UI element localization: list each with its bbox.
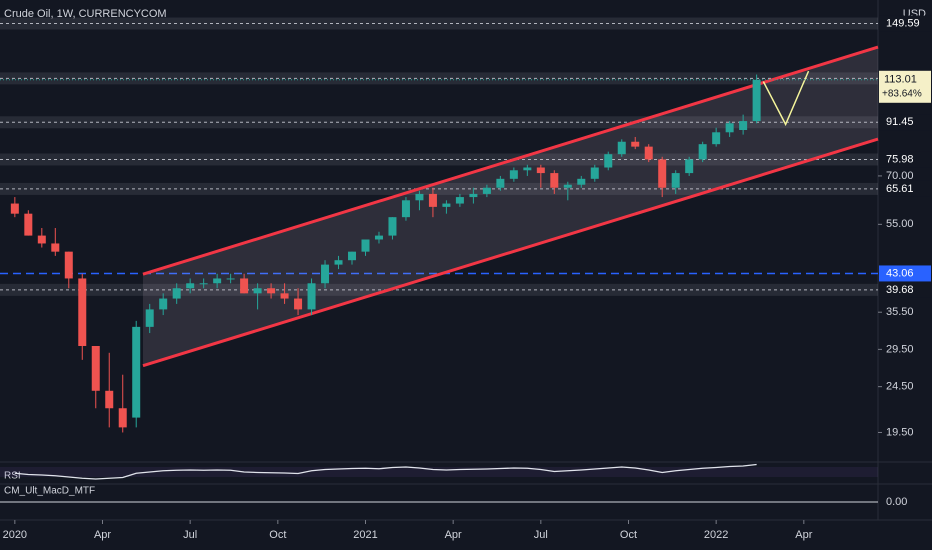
candle-body <box>388 217 397 236</box>
candle-body <box>145 309 154 327</box>
x-tick-label: Oct <box>620 529 637 541</box>
y-tick-label: 24.50 <box>886 381 914 393</box>
candle-body <box>496 178 505 188</box>
candle-body <box>267 288 276 294</box>
candle-body <box>361 239 370 252</box>
level-label: 43.06 <box>886 267 914 279</box>
candle-body <box>428 193 437 207</box>
y-tick-label: 29.50 <box>886 343 914 355</box>
level-label: 65.61 <box>886 183 914 195</box>
candle-body <box>10 203 19 214</box>
candle-body <box>658 159 667 188</box>
candle-body <box>374 235 383 240</box>
x-tick-label: 2021 <box>353 529 377 541</box>
candle-body <box>563 184 572 188</box>
macd-label: CM_Ult_MacD_MTF <box>4 486 95 497</box>
candle-body <box>550 173 559 188</box>
candle-body <box>442 203 451 207</box>
candle-body <box>536 167 545 174</box>
level-label-box <box>879 265 931 282</box>
last-price-box <box>879 70 931 103</box>
candle-body <box>509 170 518 179</box>
candle-body <box>685 159 694 174</box>
candle-body <box>523 167 532 171</box>
projection <box>762 70 810 127</box>
candle-body <box>577 178 586 185</box>
candle-body <box>631 141 640 147</box>
x-tick-label: Apr <box>94 529 111 541</box>
candle-body <box>51 243 60 252</box>
last-price-label: 113.01 <box>884 74 917 86</box>
candle-body <box>172 288 181 299</box>
candle-body <box>24 213 33 236</box>
candle-body <box>226 278 235 280</box>
candle-body <box>334 260 343 265</box>
candle-body <box>253 288 262 294</box>
macd-tick-label: 0.00 <box>886 496 907 508</box>
candle-body <box>590 167 599 179</box>
x-tick-label: 2022 <box>704 529 728 541</box>
candle-body <box>725 123 734 133</box>
candle-body <box>307 283 316 310</box>
candle-body <box>644 146 653 160</box>
candle-body <box>739 121 748 130</box>
candle-body <box>482 187 491 194</box>
candle-body <box>455 197 464 204</box>
candle-body <box>415 193 424 201</box>
candle-body <box>617 141 626 155</box>
candle-body <box>105 390 114 409</box>
rsi-line <box>14 463 757 480</box>
candle-body <box>199 283 208 285</box>
x-tick-label: Jul <box>183 529 197 541</box>
level-label-box <box>879 180 931 197</box>
candle-body <box>671 173 680 188</box>
candle-body <box>752 79 761 122</box>
candle-body <box>469 193 478 198</box>
y-tick-label: 55.00 <box>886 218 914 230</box>
level-label-box <box>879 151 931 168</box>
candle-body <box>37 235 46 244</box>
candle-body <box>118 408 127 428</box>
level-label: 39.68 <box>886 284 914 296</box>
candle-body <box>78 278 87 346</box>
candle-body <box>240 278 249 294</box>
x-tick-label: Oct <box>269 529 286 541</box>
candle-body <box>698 144 707 160</box>
candle-body <box>213 278 222 284</box>
candle-body <box>604 154 613 168</box>
x-tick-label: Apr <box>445 529 462 541</box>
rsi-band <box>0 467 878 477</box>
last-price-change: +83.64% <box>882 88 922 99</box>
candle-body <box>64 251 73 279</box>
chart-title: Crude Oil, 1W, CURRENCYCOM <box>4 8 167 20</box>
level-label: 149.59 <box>886 17 920 29</box>
rsi-label: RSI <box>4 471 21 482</box>
y-tick-label: 70.00 <box>886 170 914 182</box>
x-tick-label: 2020 <box>3 529 27 541</box>
channel-line <box>142 137 879 368</box>
plot-area <box>0 17 879 433</box>
level-label-box <box>879 114 931 131</box>
y-tick-label: 19.50 <box>886 426 914 438</box>
x-tick-label: Apr <box>795 529 812 541</box>
candle-body <box>186 283 195 289</box>
level-label-box <box>879 281 931 298</box>
candle-body <box>401 200 410 218</box>
x-tick-label: Jul <box>534 529 548 541</box>
candle-body <box>159 298 168 310</box>
candle-body <box>348 251 357 261</box>
channel-fill <box>142 47 878 366</box>
level-label: 75.98 <box>886 153 914 165</box>
y-tick-label: 35.50 <box>886 306 914 318</box>
candle-body <box>91 345 100 391</box>
candle-body <box>294 298 303 310</box>
candle-body <box>132 326 141 418</box>
candle-body <box>712 132 721 145</box>
level-label: 91.45 <box>886 116 914 128</box>
level-label-box <box>879 15 931 32</box>
candle-body <box>280 293 289 299</box>
candle-body <box>321 264 330 284</box>
